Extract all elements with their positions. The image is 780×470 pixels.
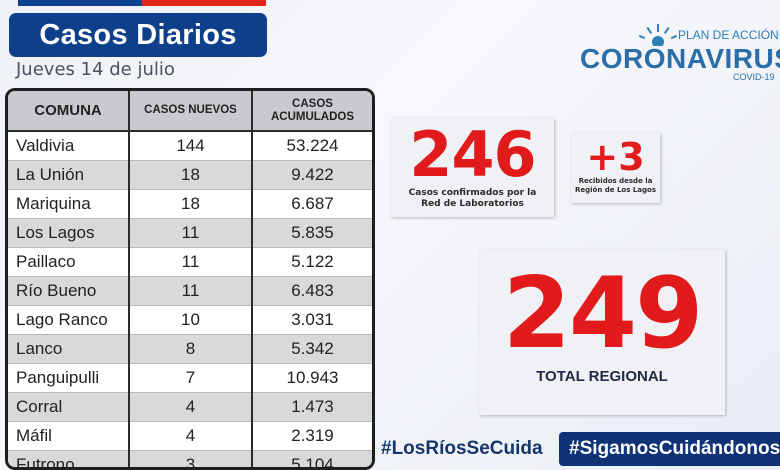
cell-comuna: Futrono [8,450,130,467]
total-regional-card: 249 TOTAL REGIONAL [479,250,725,415]
cell-comuna: Mariquina [8,189,130,219]
report-date: Jueves 14 de julio [16,59,175,80]
cell-comuna: Los Lagos [8,218,130,248]
table-header-row: COMUNA CASOS NUEVOS CASOS ACUMULADOS [8,91,372,132]
header-casos-nuevos: CASOS NUEVOS [129,91,253,132]
cell-nuevos: 3 [129,450,253,467]
cell-acumulados: 5.122 [252,247,372,277]
hashtag-sigamos: #SigamosCuidándonos [559,432,780,466]
cell-acumulados: 6.687 [252,189,372,219]
cell-acumulados: 1.473 [252,392,372,422]
cell-comuna: Valdivia [8,131,130,161]
cell-acumulados: 53.224 [252,131,372,161]
header-casos-acumulados: CASOS ACUMULADOS [252,91,372,132]
confirmed-cases-value: 246 [409,118,536,191]
hashtag-los-rios: #LosRíosSeCuida [381,438,543,459]
cell-comuna: La Unión [8,160,130,190]
table-row: Valdivia 144 53.224 [8,131,372,161]
cell-nuevos: 4 [129,392,253,422]
flag-red-segment [142,0,266,6]
cell-acumulados: 6.483 [252,276,372,306]
total-regional-caption: TOTAL REGIONAL [536,368,668,385]
logo-plan-text: PLAN DE ACCIÓN [678,28,779,42]
header-acum-line2: ACUMULADOS [270,110,355,123]
cases-table-container: COMUNA CASOS NUEVOS CASOS ACUMULADOS Val… [5,88,375,470]
received-caption-line1: Recibidos desde la [578,177,653,185]
table-row: Panguipulli 7 10.943 [8,363,372,393]
cell-comuna: Lago Ranco [8,305,130,335]
table-row: La Unión 18 9.422 [8,160,372,190]
header-comuna: COMUNA [8,91,130,132]
cell-nuevos: 18 [129,189,253,219]
cell-comuna: Río Bueno [8,276,130,306]
table-row: Los Lagos 11 5.835 [8,218,372,248]
cell-acumulados: 9.422 [252,160,372,190]
cell-comuna: Panguipulli [8,363,130,393]
cell-nuevos: 8 [129,334,253,364]
confirmed-cases-caption: Casos confirmados por la Red de Laborato… [391,188,554,210]
flag-blue-segment [18,0,142,6]
cell-nuevos: 144 [129,131,253,161]
confirmed-caption-line2: Red de Laboratorios [421,199,524,209]
table-row: Lanco 8 5.342 [8,334,372,364]
logo-coronavirus-text: CORONAVIRUS [580,43,780,74]
page-title: Casos Diarios [9,13,267,57]
coronavirus-plan-logo: PLAN DE ACCIÓN CORONAVIRUS COVID-19 [578,20,780,86]
flag-color-bar [18,0,266,6]
confirmed-cases-card: 246 Casos confirmados por la Red de Labo… [391,118,554,217]
table-row: Corral 4 1.473 [8,392,372,422]
cell-comuna: Paillaco [8,247,130,277]
total-regional-value: 249 [502,257,704,371]
table-row: Paillaco 11 5.122 [8,247,372,277]
cell-acumulados: 5.835 [252,218,372,248]
cell-nuevos: 11 [129,276,253,306]
cell-nuevos: 11 [129,218,253,248]
cell-acumulados: 3.031 [252,305,372,335]
header-acum-line1: CASOS [292,97,333,110]
cell-comuna: Corral [8,392,130,422]
received-cases-card: +3 Recibidos desde la Región de Los Lago… [571,133,660,203]
table-row: Lago Ranco 10 3.031 [8,305,372,335]
confirmed-caption-line1: Casos confirmados por la [408,188,537,198]
table-row: Futrono 3 5.104 [8,450,372,467]
cell-nuevos: 18 [129,160,253,190]
received-cases-caption: Recibidos desde la Región de Los Lagos [571,177,660,195]
cell-nuevos: 11 [129,247,253,277]
sun-rays-icon [638,24,678,46]
cell-comuna: Lanco [8,334,130,364]
received-caption-line2: Región de Los Lagos [574,186,657,194]
cell-acumulados: 5.104 [252,450,372,467]
cell-acumulados: 5.342 [252,334,372,364]
cell-acumulados: 10.943 [252,363,372,393]
cell-comuna: Máfil [8,421,130,451]
logo-covid-text: COVID-19 [733,72,775,82]
table-row: Río Bueno 11 6.483 [8,276,372,306]
cell-nuevos: 4 [129,421,253,451]
cell-nuevos: 10 [129,305,253,335]
table-row: Mariquina 18 6.687 [8,189,372,219]
cell-acumulados: 2.319 [252,421,372,451]
cell-nuevos: 7 [129,363,253,393]
table-row: Máfil 4 2.319 [8,421,372,451]
received-cases-value: +3 [586,135,645,179]
cases-table: COMUNA CASOS NUEVOS CASOS ACUMULADOS Val… [8,91,372,467]
